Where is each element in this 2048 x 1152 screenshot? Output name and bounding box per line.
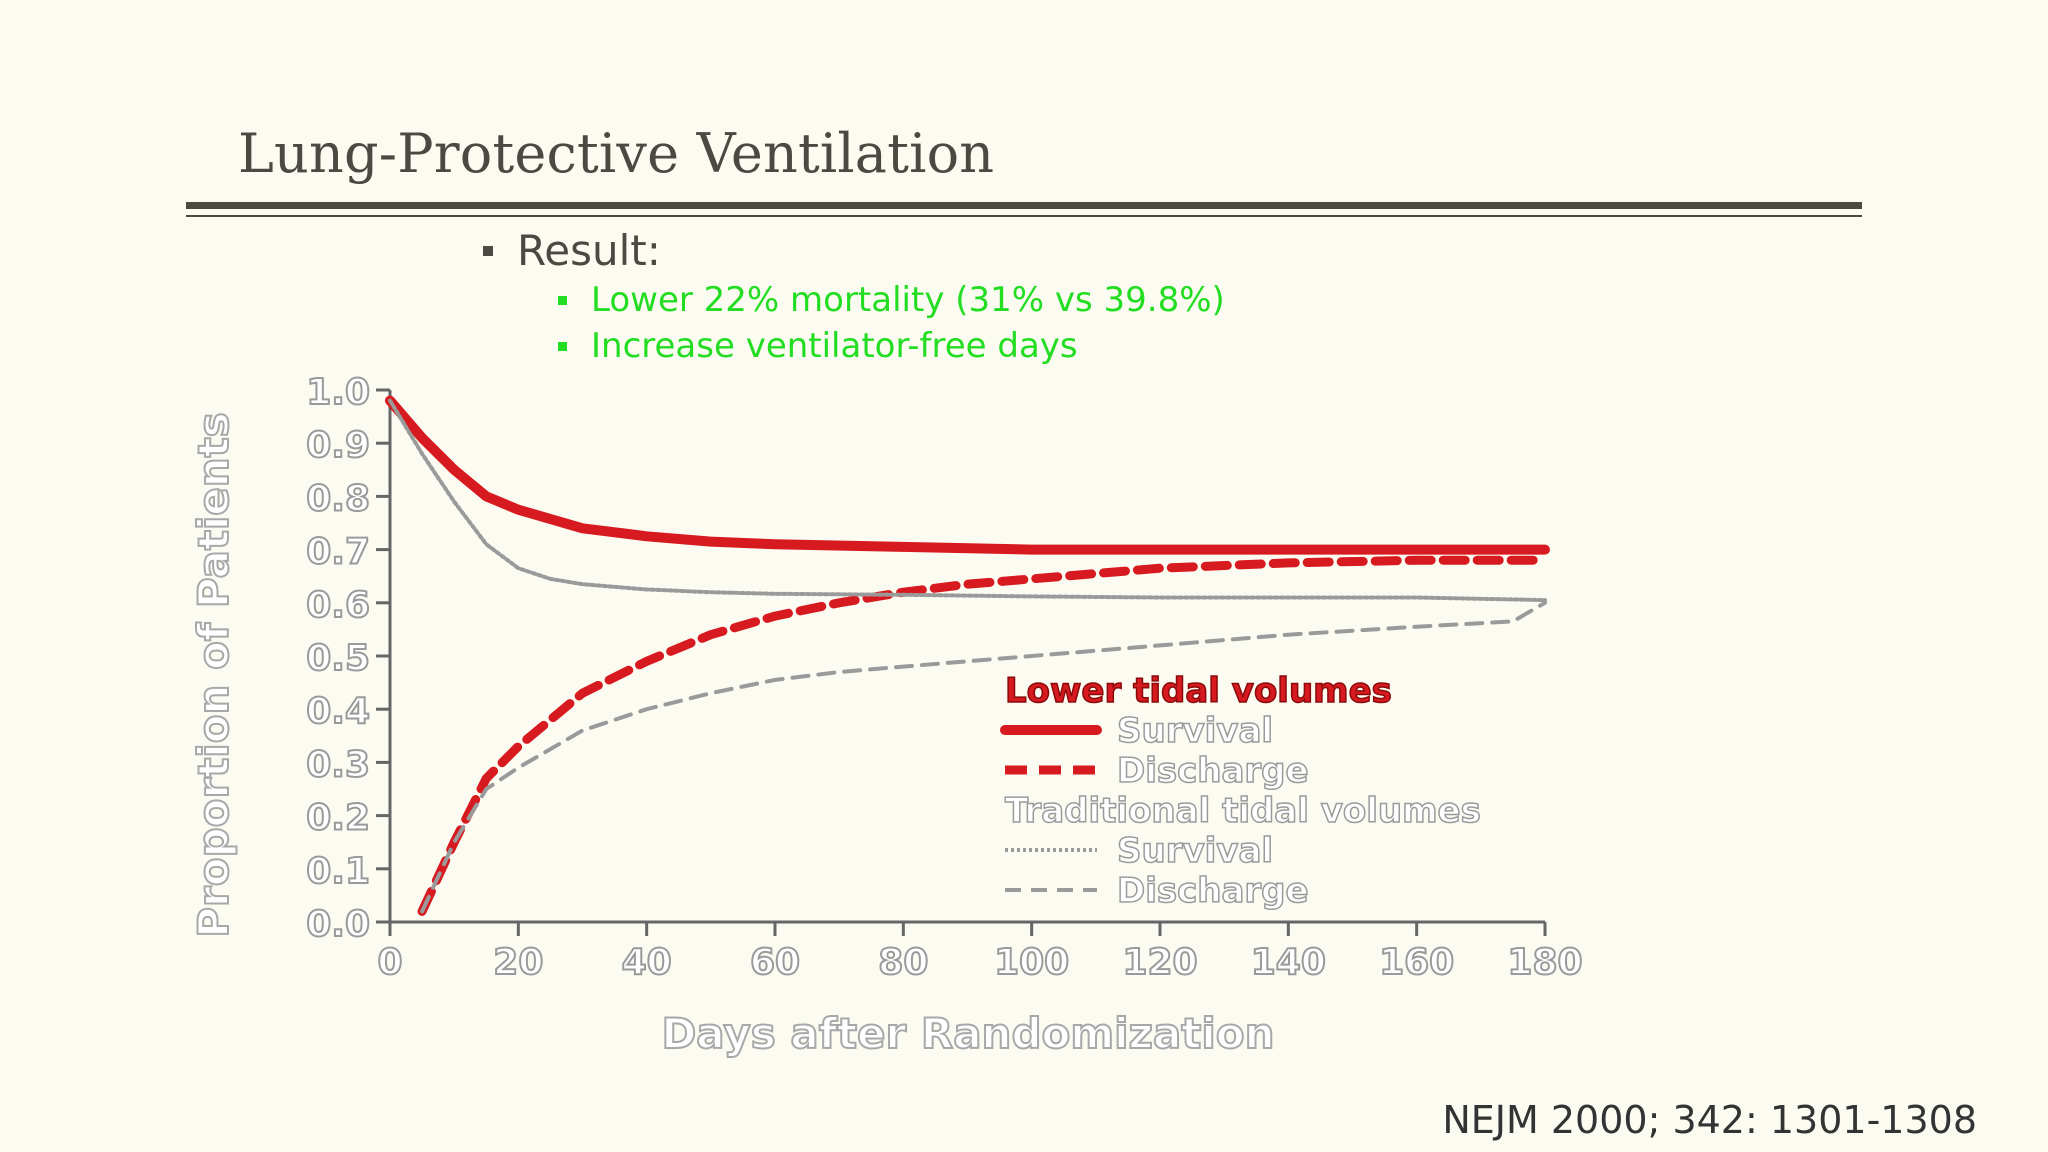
y-tick-label: 0.1 (306, 851, 370, 892)
legend-label-traditional-survival: Survival (1117, 831, 1273, 871)
y-tick-label: 0.9 (306, 425, 370, 466)
y-tick-label: 1.0 (306, 372, 370, 413)
y-tick-label: 0.7 (306, 532, 370, 573)
x-tick-label: 80 (878, 942, 928, 983)
traditional-tidal-survival-line (388, 398, 1547, 603)
bullet-square-icon (558, 341, 567, 351)
sub-bullet-mortality: Lower 22% mortality (31% vs 39.8%) (558, 280, 1225, 320)
sub-bullet-mortality-text: Lower 22% mortality (31% vs 39.8%) (591, 280, 1225, 320)
traditional-tidal-discharge-line (420, 600, 1547, 914)
x-tick-label: 40 (622, 942, 672, 983)
x-axis-label: Days after Randomization (661, 1009, 1274, 1058)
x-tick-label: 100 (994, 942, 1069, 983)
chart-legend: Lower tidal volumesSurvivalDischargeTrad… (1000, 670, 1482, 912)
x-tick-label: 0 (377, 942, 402, 983)
title-rule-thin (186, 215, 1862, 217)
legend-label-lower-survival: Survival (1117, 711, 1273, 751)
x-tick-label: 180 (1507, 942, 1582, 983)
legend-group-lower-tidal: Lower tidal volumes (1005, 671, 1392, 711)
x-tick-label: 140 (1251, 942, 1326, 983)
x-tick-label: 60 (750, 942, 800, 983)
sub-bullet-ventilator-text: Increase ventilator-free days (591, 326, 1078, 366)
y-tick-label: 0.3 (306, 744, 370, 785)
y-tick-label: 0.6 (306, 585, 370, 626)
legend-label-lower-discharge: Discharge (1117, 751, 1309, 791)
y-tick-label: 0.0 (306, 904, 370, 945)
x-tick-label: 120 (1122, 942, 1197, 983)
bullet-result: Result: (483, 226, 661, 275)
chart-series (385, 395, 1550, 916)
chart-axes: 0.0 0.1 0.2 0.3 0.4 0.5 0.6 0.7 0.8 0.9 1.0 0 20 40 60… (305, 371, 1583, 984)
x-tick-label: 160 (1379, 942, 1454, 983)
sub-bullet-ventilator: Increase ventilator-free days (558, 326, 1078, 366)
bullet-square-icon (558, 295, 567, 305)
legend-label-traditional-discharge: Discharge (1117, 871, 1309, 911)
legend-group-traditional-tidal: Traditional tidal volumes (1005, 791, 1481, 831)
y-tick-label: 0.8 (306, 478, 370, 519)
slide-title: Lung-Protective Ventilation (238, 122, 995, 185)
lower-tidal-discharge-line (417, 555, 1550, 916)
y-tick-label: 0.5 (306, 638, 370, 679)
bullet-square-icon (483, 245, 493, 256)
bullet-result-text: Result: (517, 226, 661, 275)
x-tick-label: 20 (493, 942, 543, 983)
title-rule-thick (186, 202, 1862, 209)
citation: NEJM 2000; 342: 1301-1308 (1442, 1098, 1977, 1142)
y-axis-label: Proportion of Patients (189, 412, 238, 938)
y-tick-label: 0.4 (306, 691, 370, 732)
lower-tidal-survival-line (385, 395, 1550, 555)
y-tick-label: 0.2 (306, 798, 370, 839)
